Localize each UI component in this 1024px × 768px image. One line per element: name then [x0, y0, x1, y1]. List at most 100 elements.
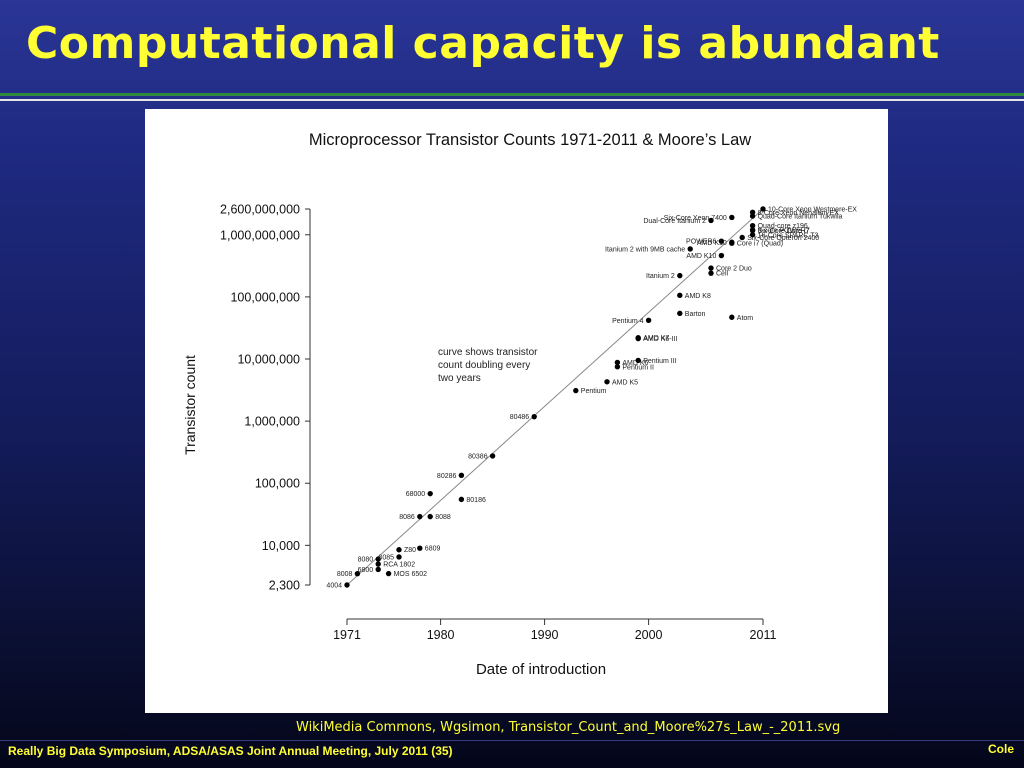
data-point — [729, 314, 735, 320]
data-point-label: AMD K6 — [622, 360, 648, 367]
trend-line — [346, 208, 764, 586]
y-tick-label: 100,000 — [255, 477, 300, 491]
data-point — [677, 310, 683, 317]
data-point-label: 8088 — [435, 514, 451, 521]
data-point — [749, 227, 756, 233]
data-point — [396, 554, 402, 560]
footer-conference: Really Big Data Symposium, ADSA/ASAS Joi… — [8, 744, 453, 758]
data-point-label: Six-Core Opteron 2400 — [747, 235, 819, 242]
moores-law-chart: Microprocessor Transistor Counts 1971-20… — [182, 131, 857, 678]
data-point-label: Pentium 4 — [612, 318, 644, 325]
data-point — [614, 364, 621, 370]
data-point-label: Itanium 2 — [646, 273, 675, 280]
data-point — [729, 239, 735, 245]
data-point-label: Itanium 2 with 9MB cache — [605, 246, 685, 253]
data-point-label: Quad-Core Itanium Tukwila — [758, 214, 843, 221]
data-point-label: 80186 — [466, 497, 486, 504]
data-point — [739, 234, 745, 241]
data-point-label: AMD K8 — [685, 293, 711, 300]
data-point — [354, 570, 361, 577]
data-point — [749, 222, 756, 229]
x-tick-label: 1980 — [427, 628, 455, 642]
data-point-label: 4004 — [326, 583, 342, 590]
data-point-label: Dual-Core Itanium 2 — [643, 218, 706, 225]
data-point-label: MOS 6502 — [394, 571, 428, 578]
y-tick-label: 1,000,000 — [244, 415, 300, 429]
title-divider-white — [0, 99, 1024, 101]
chart-title: Microprocessor Transistor Counts 1971-20… — [309, 131, 751, 149]
data-point — [396, 547, 402, 553]
data-point-label: AMD K6-III — [643, 336, 677, 343]
x-tick-label: 1971 — [333, 628, 361, 642]
data-point — [718, 238, 725, 244]
data-point-label: Barton — [685, 311, 706, 318]
data-points: 4004 8008 RCA 1802 8080 6800 MOS 6502 8085 Z80 6… — [326, 206, 857, 590]
data-point-label: Z80 — [404, 547, 416, 554]
slide-title: Computational capacity is abundant — [26, 18, 940, 69]
data-point-label: 6809 — [425, 546, 441, 553]
x-tick-label: 1990 — [531, 628, 559, 642]
data-point — [375, 566, 381, 573]
data-point — [760, 206, 766, 212]
data-point-label: AMD K10 — [686, 253, 716, 260]
data-point — [677, 292, 683, 299]
data-point — [687, 246, 693, 252]
data-point — [708, 265, 714, 271]
data-point-label: 8085 — [378, 554, 394, 561]
data-point — [458, 472, 465, 479]
y-tick-label: 2,600,000,000 — [220, 203, 300, 217]
data-point-label: AMD K7 — [643, 335, 669, 342]
data-point — [677, 272, 683, 279]
data-point-label: Core i7 (Quad) — [737, 241, 783, 248]
data-point — [604, 379, 610, 385]
moores-law-trend — [346, 208, 764, 586]
data-point-label: 8-core POWER7 — [758, 227, 810, 234]
data-point-label: 16-Core SPARC T3 — [758, 232, 819, 239]
y-tick-label: 10,000 — [262, 539, 300, 553]
data-point-label: 80286 — [437, 473, 457, 480]
data-point-label: Cell — [716, 271, 729, 278]
chart-axes: 2,300 10,000 100,000 1,000,000 10,000,000 100… — [220, 203, 776, 643]
data-point-label: 8008 — [337, 571, 353, 578]
data-point-label: Pentium III — [643, 358, 677, 365]
footer-author: Cole — [987, 742, 1014, 756]
data-point — [645, 317, 652, 323]
data-point — [635, 335, 641, 341]
data-point — [375, 561, 381, 567]
data-point — [489, 453, 496, 459]
data-point — [458, 496, 465, 503]
title-divider-green — [0, 93, 1024, 96]
data-point-label: 80486 — [510, 414, 530, 421]
data-point — [708, 217, 714, 224]
data-point — [417, 545, 423, 551]
data-point — [749, 209, 756, 216]
x-tick-label: 2000 — [635, 628, 663, 642]
chart-annotation: curve shows transistor count doubling eve… — [438, 347, 538, 384]
data-point — [385, 570, 392, 577]
data-point-label: AMD K5 — [612, 379, 638, 386]
y-tick-label: 100,000,000 — [230, 290, 300, 304]
footer-divider — [0, 740, 1024, 741]
data-point — [427, 490, 433, 497]
chart-panel: Microprocessor Transistor Counts 1971-20… — [145, 109, 888, 713]
data-point-label: Atom — [737, 315, 754, 322]
annotation-line: curve shows transistor — [438, 347, 538, 358]
data-point — [375, 556, 381, 562]
data-point-label: RCA 1802 — [383, 562, 415, 569]
data-point-label: Six-Core Core i7 — [758, 228, 810, 235]
annotation-line: two years — [438, 373, 481, 384]
y-axis-label: Transistor count — [182, 355, 198, 455]
data-point-label: Core 2 Duo — [716, 266, 752, 273]
y-tick-label: 2,300 — [269, 579, 300, 593]
data-point — [749, 213, 756, 219]
data-point-label: Quad-core z196 — [758, 223, 808, 230]
data-point — [531, 413, 537, 420]
data-point — [614, 359, 621, 366]
data-point — [344, 582, 350, 588]
x-axis-label: Date of introduction — [476, 661, 606, 678]
data-point — [635, 357, 641, 364]
data-point — [729, 214, 735, 221]
data-point — [708, 270, 714, 276]
data-point-label: Six-Core Xeon 7400 — [664, 215, 727, 222]
data-point — [573, 387, 579, 394]
